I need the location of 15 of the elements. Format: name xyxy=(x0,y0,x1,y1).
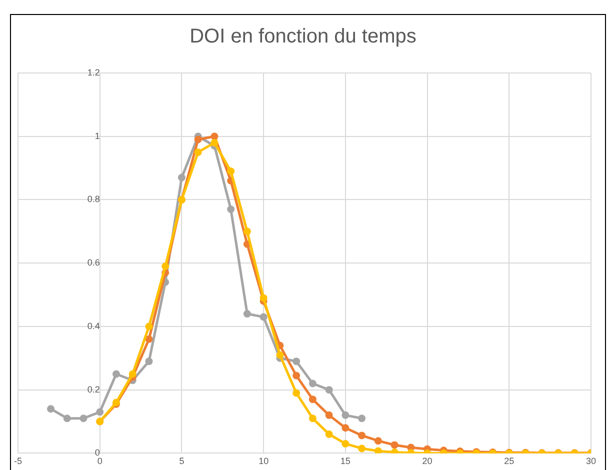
chart-title: DOI en fonction du temps xyxy=(190,26,416,48)
x-tick-label: 15 xyxy=(340,456,350,466)
y-tick-label: 0 xyxy=(94,448,100,458)
y-tick-label: 0.8 xyxy=(87,194,100,204)
y-tick-label: 1.2 xyxy=(87,67,100,78)
x-tick-label: 5 xyxy=(179,456,184,466)
x-tick-label: 25 xyxy=(504,456,514,466)
x-tick-label: 30 xyxy=(586,456,596,466)
y-tick-label: 0.4 xyxy=(87,320,100,331)
x-tick-label: 10 xyxy=(258,456,269,466)
y-tick-label: 0.6 xyxy=(87,258,100,268)
y-tick-label: 0.2 xyxy=(87,384,100,394)
y-tick-label: 1 xyxy=(94,130,100,141)
x-tick-label: 20 xyxy=(422,456,432,466)
x-tick-label: -5 xyxy=(14,456,22,466)
